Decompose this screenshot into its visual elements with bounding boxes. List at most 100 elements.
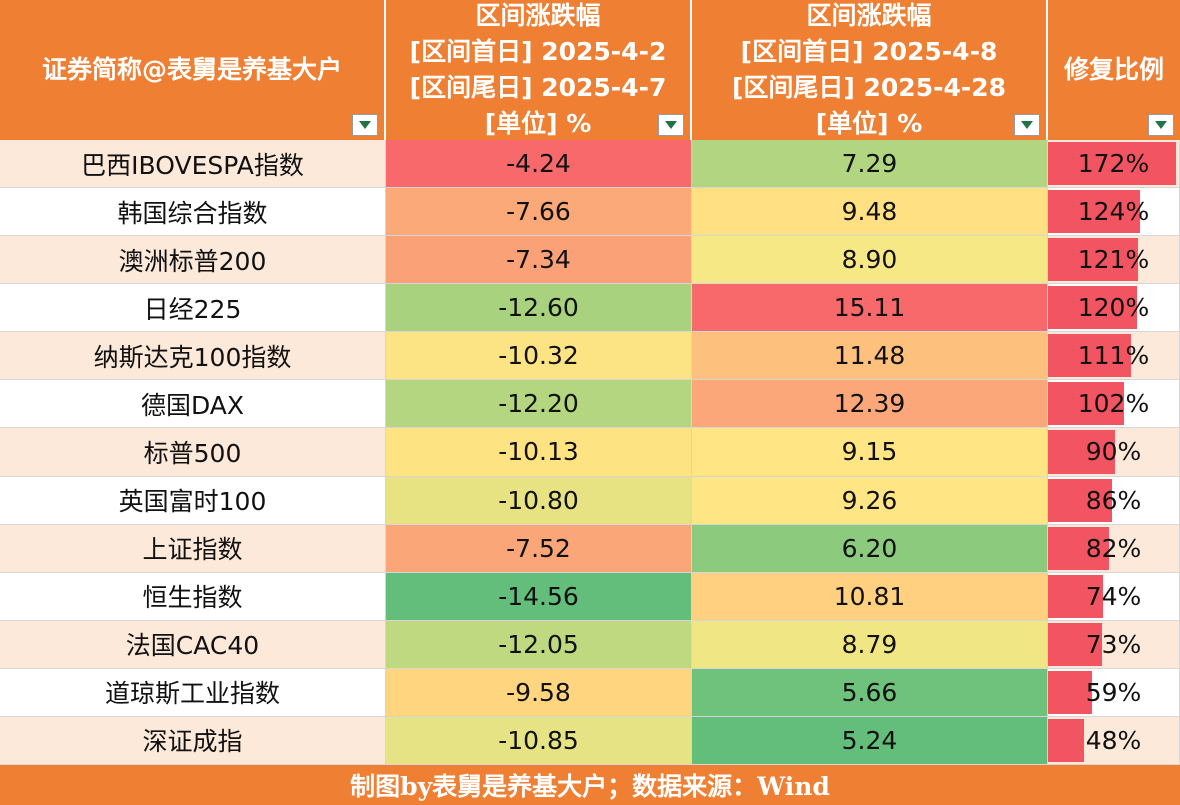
period-1-change-cell[interactable]: -12.20 <box>386 380 692 429</box>
period-2-change-cell[interactable]: 9.48 <box>692 188 1048 237</box>
repair-ratio-bar <box>1048 334 1131 378</box>
header-period-1-line: [单位] % <box>484 109 592 138</box>
security-name-cell[interactable]: 标普500 <box>0 428 386 477</box>
security-name-cell[interactable]: 恒生指数 <box>0 572 386 621</box>
repair-ratio-bar <box>1048 142 1176 186</box>
table-row: 日经225 -12.60 15.11 120% <box>0 284 1180 333</box>
period-1-change-cell[interactable]: -10.32 <box>386 332 692 381</box>
security-name-cell[interactable]: 深证成指 <box>0 716 386 765</box>
repair-ratio-label: 121% <box>1077 245 1150 275</box>
repair-ratio-label: 59% <box>1085 677 1142 707</box>
security-name-cell[interactable]: 德国DAX <box>0 380 386 429</box>
security-name-cell[interactable]: 纳斯达克100指数 <box>0 332 386 381</box>
period-2-change-cell[interactable]: 10.81 <box>692 572 1048 621</box>
header-period-1-line: 区间涨跌幅 <box>475 1 601 30</box>
security-name-cell[interactable]: 韩国综合指数 <box>0 188 386 237</box>
table-row: 标普500 -10.13 9.15 90% <box>0 428 1180 477</box>
repair-ratio-cell[interactable]: 172% <box>1048 140 1180 189</box>
repair-ratio-cell[interactable]: 124% <box>1048 188 1180 237</box>
table-row: 深证成指 -10.85 5.24 48% <box>0 716 1180 765</box>
period-2-change-cell[interactable]: 12.39 <box>692 380 1048 429</box>
repair-ratio-bar <box>1048 574 1104 618</box>
table-row: 巴西IBOVESPA指数 -4.24 7.29 172% <box>0 140 1180 189</box>
filter-dropdown-icon[interactable] <box>658 114 684 136</box>
table-row: 恒生指数 -14.56 10.81 74% <box>0 572 1180 621</box>
repair-ratio-cell[interactable]: 120% <box>1048 284 1180 333</box>
table-row: 上证指数 -7.52 6.20 82% <box>0 524 1180 573</box>
period-2-change-cell[interactable]: 5.24 <box>692 716 1048 765</box>
repair-ratio-cell[interactable]: 74% <box>1048 572 1180 621</box>
period-2-change-cell[interactable]: 15.11 <box>692 284 1048 333</box>
period-1-change-cell[interactable]: -7.52 <box>386 524 692 573</box>
period-2-change-cell[interactable]: 7.29 <box>692 140 1048 189</box>
security-name-cell[interactable]: 英国富时100 <box>0 476 386 525</box>
repair-ratio-bar <box>1048 478 1112 522</box>
table-row: 纳斯达克100指数 -10.32 11.48 111% <box>0 332 1180 381</box>
header-period-1: 区间涨跌幅 [区间首日] 2025-4-2 [区间尾日] 2025-4-7 [单… <box>386 0 692 140</box>
repair-ratio-label: 172% <box>1077 149 1150 179</box>
period-1-change-cell[interactable]: -10.80 <box>386 476 692 525</box>
filter-dropdown-icon[interactable] <box>1148 114 1174 136</box>
repair-ratio-label: 82% <box>1085 533 1142 563</box>
repair-ratio-cell[interactable]: 90% <box>1048 428 1180 477</box>
filter-dropdown-icon[interactable] <box>1014 114 1040 136</box>
security-name-cell[interactable]: 巴西IBOVESPA指数 <box>0 140 386 189</box>
repair-ratio-cell[interactable]: 82% <box>1048 524 1180 573</box>
table-row: 英国富时100 -10.80 9.26 86% <box>0 476 1180 525</box>
footer-credit: 制图by表舅是养基大户；数据来源：Wind <box>0 765 1180 805</box>
table-row: 法国CAC40 -12.05 8.79 73% <box>0 620 1180 669</box>
repair-ratio-cell[interactable]: 121% <box>1048 236 1180 285</box>
period-1-change-cell[interactable]: -7.34 <box>386 236 692 285</box>
period-1-change-cell[interactable]: -12.05 <box>386 620 692 669</box>
table-row: 澳洲标普200 -7.34 8.90 121% <box>0 236 1180 285</box>
repair-ratio-bar <box>1048 382 1124 426</box>
period-2-change-cell[interactable]: 8.79 <box>692 620 1048 669</box>
repair-ratio-cell[interactable]: 102% <box>1048 380 1180 429</box>
repair-ratio-cell[interactable]: 73% <box>1048 620 1180 669</box>
security-name-cell[interactable]: 道琼斯工业指数 <box>0 668 386 717</box>
security-name-cell[interactable]: 日经225 <box>0 284 386 333</box>
period-2-change-cell[interactable]: 9.15 <box>692 428 1048 477</box>
repair-ratio-label: 73% <box>1085 629 1142 659</box>
period-2-change-cell[interactable]: 11.48 <box>692 332 1048 381</box>
repair-ratio-bar <box>1048 622 1103 666</box>
period-2-change-cell[interactable]: 5.66 <box>692 668 1048 717</box>
repair-ratio-bar <box>1048 190 1141 234</box>
header-period-2-line: [区间首日] 2025-4-8 <box>740 37 998 66</box>
period-2-change-cell[interactable]: 6.20 <box>692 524 1048 573</box>
repair-ratio-bar <box>1048 526 1110 570</box>
repair-ratio-label: 120% <box>1077 293 1150 323</box>
repair-ratio-label: 102% <box>1077 389 1150 419</box>
repair-ratio-bar <box>1048 718 1084 762</box>
repair-ratio-label: 90% <box>1085 437 1142 467</box>
header-repair-ratio-text: 修复比例 <box>1063 55 1164 84</box>
repair-ratio-bar <box>1048 670 1092 714</box>
header-repair-ratio: 修复比例 <box>1048 0 1180 140</box>
repair-ratio-cell[interactable]: 86% <box>1048 476 1180 525</box>
period-1-change-cell[interactable]: -14.56 <box>386 572 692 621</box>
header-period-1-line: [区间首日] 2025-4-2 <box>409 37 667 66</box>
period-1-change-cell[interactable]: -7.66 <box>386 188 692 237</box>
period-1-change-cell[interactable]: -12.60 <box>386 284 692 333</box>
table-row: 韩国综合指数 -7.66 9.48 124% <box>0 188 1180 237</box>
period-2-change-cell[interactable]: 9.26 <box>692 476 1048 525</box>
repair-ratio-label: 111% <box>1077 341 1150 371</box>
period-1-change-cell[interactable]: -10.13 <box>386 428 692 477</box>
repair-ratio-cell[interactable]: 59% <box>1048 668 1180 717</box>
period-1-change-cell[interactable]: -10.85 <box>386 716 692 765</box>
security-name-cell[interactable]: 法国CAC40 <box>0 620 386 669</box>
period-2-change-cell[interactable]: 8.90 <box>692 236 1048 285</box>
security-name-cell[interactable]: 上证指数 <box>0 524 386 573</box>
table-row: 道琼斯工业指数 -9.58 5.66 59% <box>0 668 1180 717</box>
period-1-change-cell[interactable]: -4.24 <box>386 140 692 189</box>
repair-ratio-label: 124% <box>1077 197 1150 227</box>
period-1-change-cell[interactable]: -9.58 <box>386 668 692 717</box>
repair-ratio-label: 74% <box>1085 581 1142 611</box>
filter-dropdown-icon[interactable] <box>352 114 378 136</box>
header-period-1-line: [区间尾日] 2025-4-7 <box>409 73 667 102</box>
repair-ratio-cell[interactable]: 48% <box>1048 716 1180 765</box>
repair-ratio-label: 86% <box>1085 485 1142 515</box>
repair-ratio-cell[interactable]: 111% <box>1048 332 1180 381</box>
security-name-cell[interactable]: 澳洲标普200 <box>0 236 386 285</box>
